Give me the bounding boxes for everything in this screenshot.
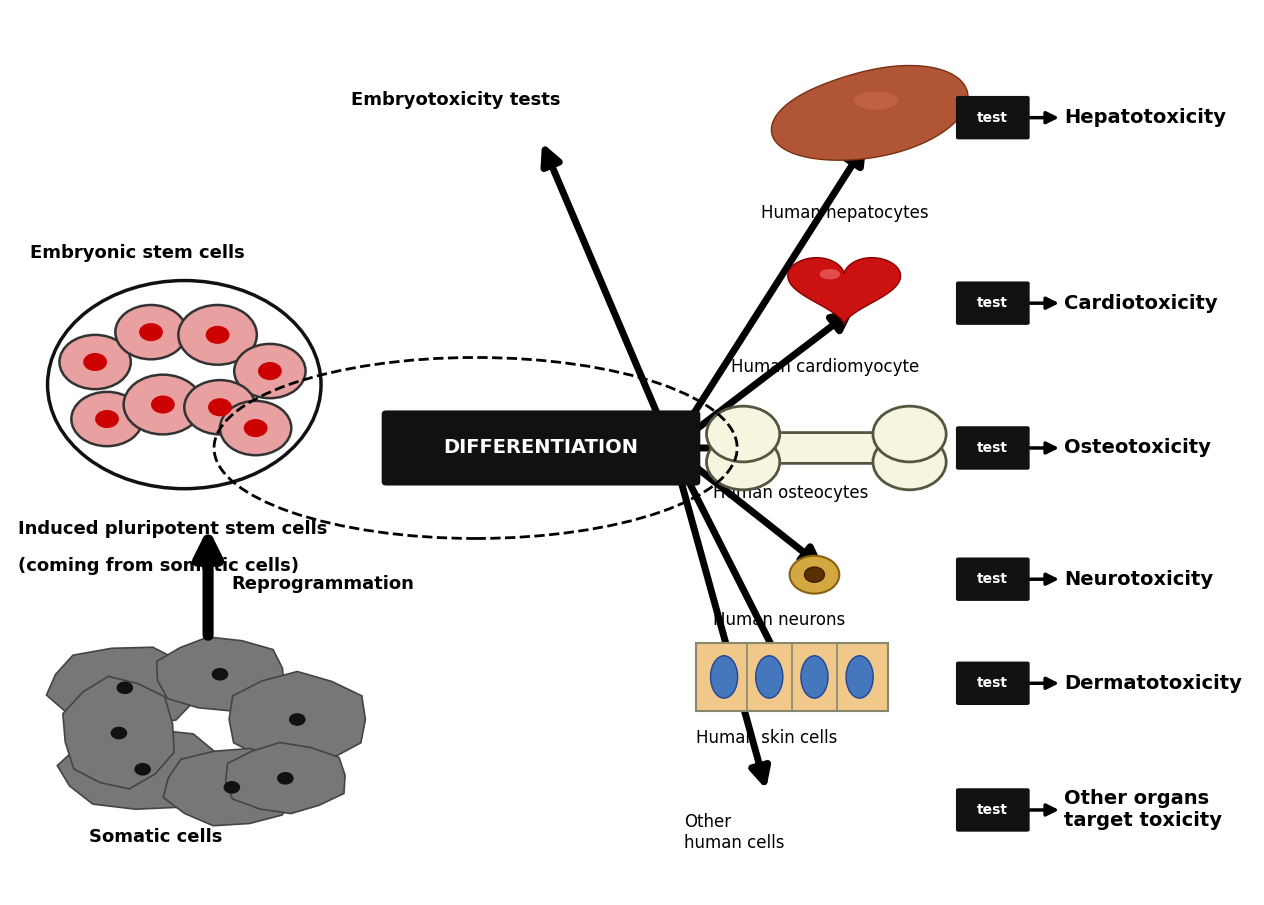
Circle shape — [150, 395, 174, 414]
Text: Other organs
target toxicity: Other organs target toxicity — [1064, 789, 1222, 831]
FancyBboxPatch shape — [739, 433, 913, 463]
Circle shape — [95, 410, 119, 428]
Text: Human neurons: Human neurons — [713, 611, 846, 629]
Circle shape — [110, 727, 128, 739]
Ellipse shape — [846, 656, 873, 698]
FancyBboxPatch shape — [956, 557, 1030, 601]
FancyBboxPatch shape — [695, 643, 889, 711]
Circle shape — [790, 556, 839, 594]
Polygon shape — [63, 676, 174, 789]
Text: test: test — [977, 296, 1009, 310]
Polygon shape — [163, 748, 301, 825]
Text: Neurotoxicity: Neurotoxicity — [1064, 570, 1213, 588]
Ellipse shape — [801, 656, 828, 698]
Text: Somatic cells: Somatic cells — [90, 828, 222, 846]
Circle shape — [873, 434, 947, 490]
Circle shape — [124, 375, 202, 434]
Ellipse shape — [710, 656, 738, 698]
Circle shape — [707, 406, 780, 462]
FancyBboxPatch shape — [956, 281, 1030, 325]
Circle shape — [71, 392, 143, 446]
Text: DIFFERENTIATION: DIFFERENTIATION — [444, 439, 638, 457]
Text: Embryotoxicity tests: Embryotoxicity tests — [350, 90, 560, 109]
Circle shape — [211, 668, 229, 681]
Circle shape — [134, 763, 150, 776]
Circle shape — [220, 401, 291, 455]
Circle shape — [224, 781, 240, 794]
Polygon shape — [157, 637, 284, 711]
FancyBboxPatch shape — [956, 426, 1030, 470]
Circle shape — [277, 772, 293, 785]
Text: test: test — [977, 110, 1009, 125]
Text: Induced pluripotent stem cells: Induced pluripotent stem cells — [18, 520, 327, 538]
Polygon shape — [47, 647, 205, 728]
Polygon shape — [771, 65, 968, 160]
Circle shape — [59, 335, 130, 389]
Text: (coming from somatic cells): (coming from somatic cells) — [18, 557, 298, 575]
Circle shape — [244, 419, 268, 437]
Text: Human osteocytes: Human osteocytes — [713, 484, 868, 502]
Polygon shape — [853, 91, 899, 110]
Circle shape — [707, 434, 780, 490]
Text: Dermatotoxicity: Dermatotoxicity — [1064, 674, 1243, 692]
Circle shape — [873, 406, 947, 462]
Text: Cardiotoxicity: Cardiotoxicity — [1064, 294, 1217, 312]
Polygon shape — [57, 729, 229, 809]
Text: test: test — [977, 572, 1009, 586]
Text: test: test — [977, 803, 1009, 817]
Circle shape — [115, 305, 187, 359]
Polygon shape — [819, 269, 841, 280]
FancyBboxPatch shape — [956, 96, 1030, 139]
Text: Human skin cells: Human skin cells — [695, 729, 837, 747]
Text: Osteotoxicity: Osteotoxicity — [1064, 439, 1211, 457]
Text: test: test — [977, 676, 1009, 691]
Ellipse shape — [756, 656, 782, 698]
FancyBboxPatch shape — [382, 411, 700, 485]
Polygon shape — [229, 672, 365, 767]
FancyBboxPatch shape — [956, 662, 1030, 705]
Polygon shape — [787, 258, 900, 324]
FancyBboxPatch shape — [956, 788, 1030, 832]
Circle shape — [234, 344, 306, 398]
Circle shape — [83, 353, 107, 371]
Circle shape — [209, 398, 231, 416]
Circle shape — [116, 681, 133, 694]
Circle shape — [206, 326, 230, 344]
Text: Other
human cells: Other human cells — [684, 814, 784, 852]
Circle shape — [178, 305, 257, 365]
Circle shape — [258, 362, 282, 380]
Circle shape — [139, 323, 163, 341]
Circle shape — [804, 567, 824, 582]
Text: Human hepatocytes: Human hepatocytes — [761, 204, 929, 222]
Text: Embryonic stem cells: Embryonic stem cells — [30, 244, 244, 262]
Text: test: test — [977, 441, 1009, 455]
Text: Reprogrammation: Reprogrammation — [231, 575, 415, 593]
Text: Human cardiomyocyte: Human cardiomyocyte — [732, 357, 919, 376]
Text: Hepatotoxicity: Hepatotoxicity — [1064, 109, 1226, 127]
Circle shape — [289, 713, 306, 726]
Circle shape — [185, 380, 255, 434]
Polygon shape — [225, 742, 345, 814]
